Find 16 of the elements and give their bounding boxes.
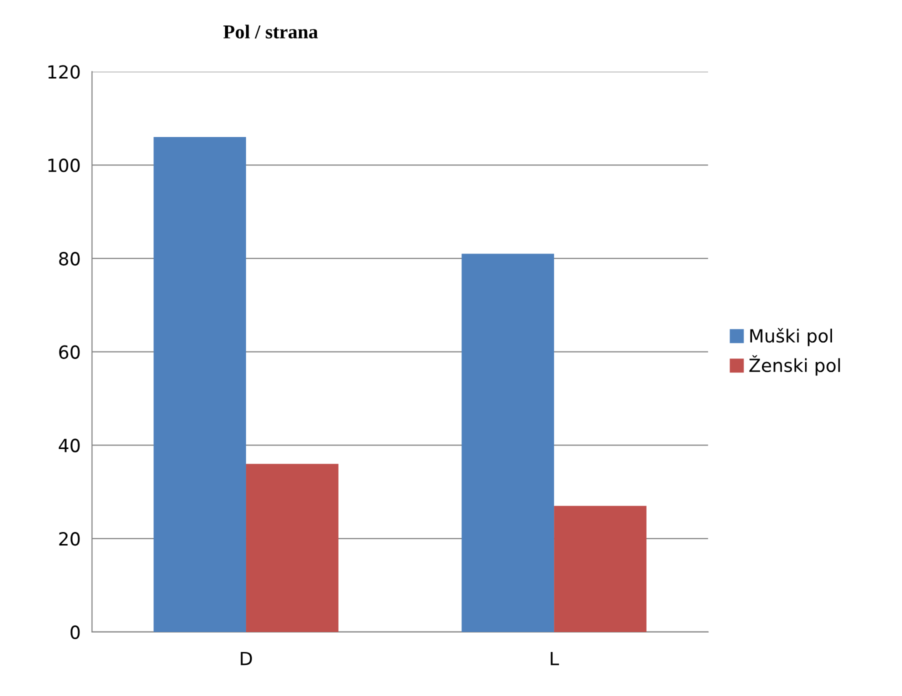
chart-title: Pol / strana [223, 24, 318, 38]
bar [154, 137, 246, 632]
x-tick-label: D [240, 652, 252, 666]
y-tick-label: 80 [59, 252, 80, 266]
bar [246, 464, 338, 632]
y-tick-label: 40 [58, 438, 80, 452]
y-tick-label: 100 [48, 158, 80, 172]
bar [462, 254, 554, 632]
legend-label: Muški pol [750, 328, 832, 346]
y-tick-label: 0 [70, 625, 80, 640]
bar [554, 506, 646, 632]
y-tick-label: 120 [48, 65, 80, 79]
legend-label: Ženski pol [749, 355, 840, 376]
y-tick-label: 20 [59, 532, 80, 546]
y-tick-label: 60 [59, 345, 80, 359]
x-tick-label: L [550, 652, 559, 666]
